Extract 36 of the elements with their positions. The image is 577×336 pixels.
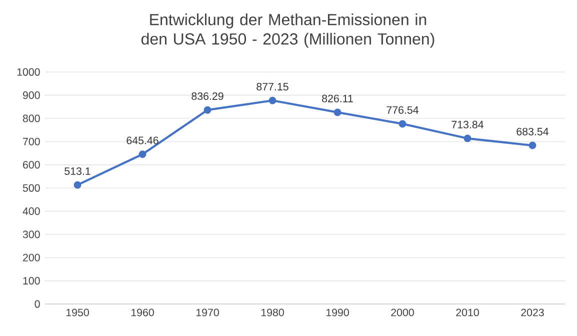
chart-title: Entwicklung der Methan-Emissionen in den USA 1950 - 2023 (Millionen Tonnen) (141, 14, 434, 48)
point (334, 108, 342, 116)
data-label: 713.84 (452, 120, 484, 128)
data-label: 877.15 (256, 82, 288, 90)
x-tick-label: 1960 (131, 308, 154, 316)
data-label: 776.54 (386, 106, 418, 114)
y-tick-label: 700 (23, 138, 40, 146)
x-tick-label: 1970 (196, 308, 219, 316)
point (138, 150, 146, 158)
data-label: 683.54 (516, 128, 548, 136)
y-tick-label: 800 (22, 114, 40, 122)
data-label: 513.1 (64, 167, 90, 175)
x-tick-label: 1980 (261, 308, 284, 316)
y-tick-label: 300 (22, 230, 40, 238)
data-label: 826.11 (322, 94, 353, 102)
y-tick-label: 1000 (17, 68, 40, 76)
point (528, 142, 536, 150)
point (464, 134, 472, 142)
data-label: 645.46 (126, 136, 158, 144)
x-tick-label: 1950 (66, 308, 89, 316)
y-tick-label: 900 (23, 91, 40, 99)
x-tick-label: 2010 (456, 308, 479, 316)
point (204, 106, 212, 114)
y-tick-label: 400 (22, 207, 40, 215)
point (398, 120, 406, 128)
point (74, 181, 82, 189)
y-tick-label: 200 (23, 254, 40, 262)
y-tick-label: 100 (23, 277, 40, 285)
point (268, 96, 276, 104)
x-tick-label: 1990 (326, 308, 349, 316)
y-tick-label: 0 (34, 300, 40, 308)
x-tick-label: 2023 (521, 308, 544, 316)
y-tick-label: 600 (23, 161, 40, 169)
data-label: 836.29 (192, 92, 224, 100)
x-tick-label: 2000 (391, 308, 414, 316)
y-tick-label: 500 (22, 184, 40, 192)
